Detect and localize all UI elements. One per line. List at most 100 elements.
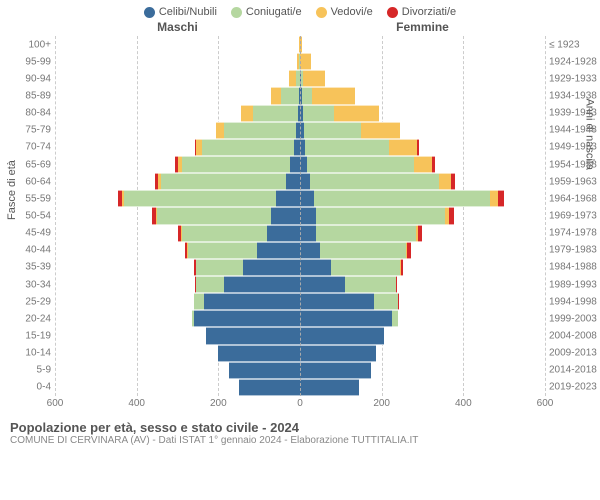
bar-male: [55, 173, 300, 190]
birth-label: 1964-1968: [549, 193, 600, 204]
bar-segment: [224, 276, 300, 293]
bar-segment: [196, 259, 243, 276]
bar-segment: [218, 345, 300, 362]
bar-segment: [300, 276, 345, 293]
bar-segment: [300, 173, 310, 190]
legend-swatch: [316, 7, 327, 18]
bar-segment: [204, 293, 300, 310]
footer: Popolazione per età, sesso e stato civil…: [0, 414, 600, 446]
bar-female: [300, 190, 545, 207]
bar-segment: [320, 242, 406, 259]
bar-segment: [202, 139, 294, 156]
legend-item: Divorziati/e: [387, 6, 456, 18]
birth-label: 2019-2023: [549, 382, 600, 393]
x-tick: 200: [210, 398, 227, 409]
birth-label: 1999-2003: [549, 313, 600, 324]
footer-subtitle: COMUNE DI CERVINARA (AV) - Dati ISTAT 1°…: [10, 435, 590, 446]
bar-female: [300, 207, 545, 224]
bar-segment: [271, 87, 281, 104]
legend-item: Celibi/Nubili: [144, 6, 217, 18]
bar-male: [55, 310, 300, 327]
bar-segment: [418, 225, 422, 242]
bar-male: [55, 122, 300, 139]
bar-segment: [300, 53, 310, 70]
bar-female: [300, 139, 545, 156]
birth-label: 2014-2018: [549, 365, 600, 376]
age-label: 80-84: [7, 108, 51, 119]
birth-label: 1949-1953: [549, 142, 600, 153]
bar-segment: [300, 362, 371, 379]
bar-segment: [290, 156, 300, 173]
bar-segment: [241, 105, 253, 122]
bar-male: [55, 276, 300, 293]
bar-segment: [417, 139, 419, 156]
bar-segment: [316, 225, 416, 242]
birth-label: 1984-1988: [549, 262, 600, 273]
age-label: 100+: [7, 39, 51, 50]
age-label: 75-79: [7, 125, 51, 136]
bar-segment: [300, 259, 331, 276]
bar-segment: [182, 225, 268, 242]
legend-item: Coniugati/e: [231, 6, 302, 18]
legend-swatch: [231, 7, 242, 18]
legend-swatch: [387, 7, 398, 18]
bar-segment: [303, 105, 334, 122]
bar-segment: [194, 310, 300, 327]
age-label: 5-9: [7, 365, 51, 376]
bar-male: [55, 87, 300, 104]
x-tick: 400: [128, 398, 145, 409]
bar-segment: [303, 70, 325, 87]
bar-female: [300, 122, 545, 139]
bar-male: [55, 53, 300, 70]
bar-segment: [334, 105, 379, 122]
bar-segment: [374, 293, 399, 310]
age-label: 10-14: [7, 348, 51, 359]
age-label: 55-59: [7, 193, 51, 204]
birth-label: ≤ 1923: [549, 39, 600, 50]
age-label: 30-34: [7, 279, 51, 290]
x-tick: 600: [47, 398, 64, 409]
bar-male: [55, 345, 300, 362]
pyramid-chart: 100+≤ 192395-991924-192890-941929-193385…: [55, 36, 545, 414]
bar-segment: [398, 293, 399, 310]
bar-female: [300, 379, 545, 396]
bar-male: [55, 362, 300, 379]
bar-segment: [161, 173, 286, 190]
grid-line: [545, 36, 546, 396]
legend-label: Divorziati/e: [402, 6, 456, 18]
chart-area: 100+≤ 192395-991924-192890-941929-193385…: [0, 36, 600, 414]
age-label: 45-49: [7, 228, 51, 239]
age-label: 25-29: [7, 296, 51, 307]
bar-segment: [449, 207, 454, 224]
bar-segment: [224, 122, 295, 139]
bar-segment: [300, 327, 384, 344]
legend-label: Celibi/Nubili: [159, 6, 217, 18]
bar-female: [300, 259, 545, 276]
bar-male: [55, 105, 300, 122]
bar-female: [300, 87, 545, 104]
legend-item: Vedovi/e: [316, 6, 373, 18]
bar-segment: [300, 190, 314, 207]
bar-segment: [307, 156, 413, 173]
x-tick: 0: [297, 398, 303, 409]
birth-label: 2009-2013: [549, 348, 600, 359]
bar-segment: [157, 207, 271, 224]
bar-segment: [300, 293, 374, 310]
birth-label: 1989-1993: [549, 279, 600, 290]
bar-male: [55, 379, 300, 396]
side-headers: Maschi Femmine: [0, 20, 600, 36]
birth-label: 1994-1998: [549, 296, 600, 307]
bar-segment: [300, 345, 376, 362]
bar-male: [55, 242, 300, 259]
bar-segment: [286, 173, 300, 190]
footer-title: Popolazione per età, sesso e stato civil…: [10, 420, 590, 435]
bar-segment: [310, 173, 439, 190]
bar-male: [55, 190, 300, 207]
x-tick: 400: [455, 398, 472, 409]
bar-segment: [305, 139, 389, 156]
age-label: 15-19: [7, 330, 51, 341]
birth-label: 1944-1948: [549, 125, 600, 136]
bar-segment: [392, 310, 398, 327]
bar-male: [55, 327, 300, 344]
bar-segment: [216, 122, 224, 139]
